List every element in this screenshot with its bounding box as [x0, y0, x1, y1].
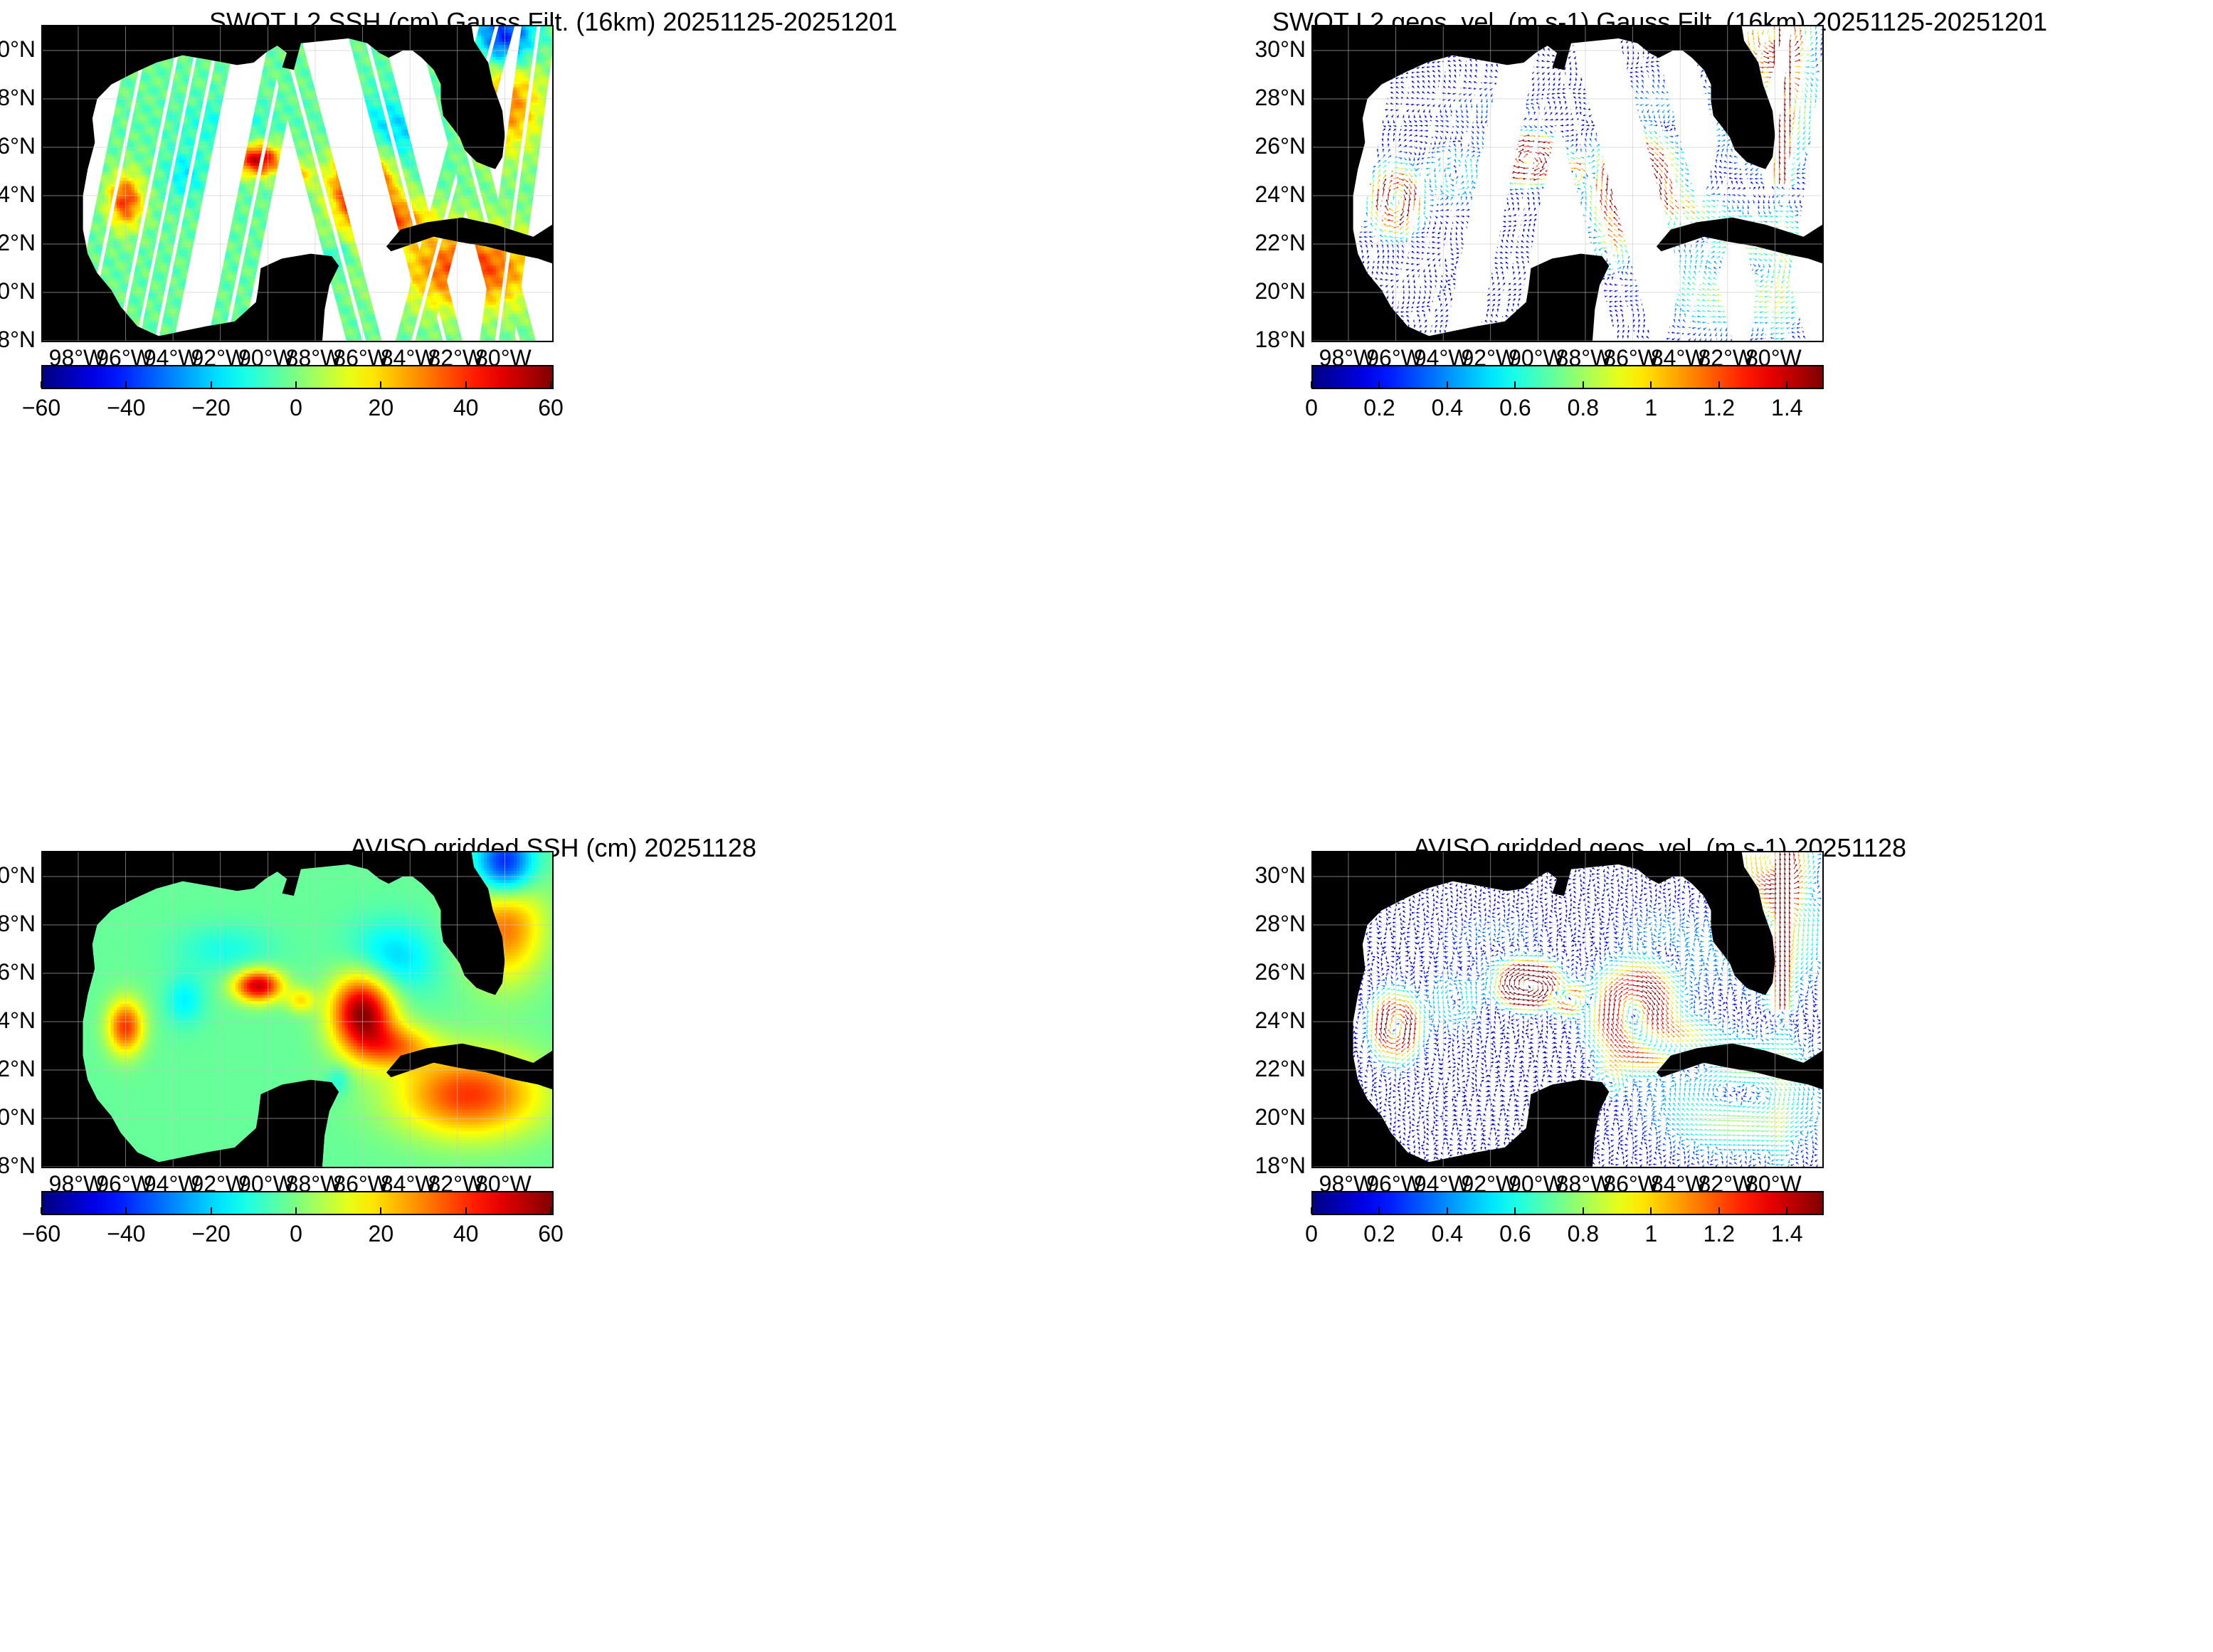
lat-tick-label: 24°N [1235, 1009, 1306, 1032]
colorbar-tick [1378, 1207, 1380, 1214]
lat-tick-label: 20°N [1235, 280, 1306, 302]
lat-tick-label: 22°N [0, 231, 36, 254]
colorbar-tick-label: 60 [508, 395, 593, 421]
colorbar-tick-label: 1.4 [1744, 1221, 1829, 1247]
colorbar-tick-label: −40 [83, 395, 169, 421]
colorbar-tick [465, 1207, 467, 1214]
colorbar-tick-label: −40 [83, 1221, 169, 1247]
colorbar-tick [550, 381, 551, 388]
lon-tick-label: 80°W [460, 1171, 546, 1197]
lat-tick-label: 30°N [0, 38, 36, 60]
colorbar-tick [41, 1207, 42, 1214]
colorbar-tick [1378, 381, 1380, 388]
map-aviso-ssh [41, 851, 554, 1168]
panel-aviso-ssh: AVISO gridded SSH (cm) 20251128 30°N28°N… [0, 826, 1106, 1652]
colorbar-tick [550, 1207, 551, 1214]
colorbar-tick [41, 381, 42, 388]
lat-tick-label: 28°N [0, 912, 36, 935]
colorbar-tick [465, 381, 467, 388]
lon-tick-label: 80°W [1731, 345, 1816, 371]
colorbar-tick [1786, 1207, 1787, 1214]
colorbar-tick-label: 20 [338, 395, 423, 421]
lat-tick-label: 20°N [0, 280, 36, 302]
colorbar-tick-label: −20 [169, 1221, 254, 1247]
lat-tick-label: 26°N [0, 960, 36, 983]
lat-tick-label: 18°N [0, 1154, 36, 1177]
lat-tick-label: 22°N [1235, 1057, 1306, 1080]
colorbar-tick [1447, 381, 1448, 388]
map-swot-ssh [41, 25, 554, 342]
lat-tick-label: 24°N [0, 1009, 36, 1032]
colorbar-tick-label: −60 [0, 395, 84, 421]
colorbar-tick [211, 1207, 212, 1214]
colorbar-tick [1311, 1207, 1312, 1214]
colorbar-tick [1447, 1207, 1448, 1214]
colorbar-tick [1650, 381, 1652, 388]
colorbar-tick-label: 60 [508, 1221, 593, 1247]
panel-aviso-vel: AVISO gridded geos. vel. (m s-1) 2025112… [1106, 826, 2213, 1652]
colorbar-tick [1311, 381, 1312, 388]
colorbar-tick-label: −60 [0, 1221, 84, 1247]
lat-tick-label: 28°N [1235, 86, 1306, 109]
colorbar-tick [125, 381, 127, 388]
colorbar-tick-label: 0 [253, 1221, 339, 1247]
colorbar-tick [1718, 381, 1720, 388]
colorbar-tick-label: 20 [338, 1221, 423, 1247]
panel-swot-vel: SWOT L2 geos. vel. (m s-1) Gauss Filt. (… [1106, 0, 2213, 826]
lat-tick-label: 26°N [1235, 134, 1306, 157]
lon-tick-label: 80°W [1731, 1171, 1816, 1197]
lat-tick-label: 24°N [1235, 183, 1306, 206]
lat-tick-label: 30°N [0, 864, 36, 886]
lat-tick-label: 22°N [0, 1057, 36, 1080]
colorbar-tick [125, 1207, 127, 1214]
colorbar-tick-label: 0 [253, 395, 339, 421]
colorbar-tick [380, 1207, 381, 1214]
colorbar-tick [1786, 381, 1787, 388]
lat-tick-label: 18°N [0, 328, 36, 351]
lat-tick-label: 30°N [1235, 864, 1306, 886]
colorbar-tick [211, 381, 212, 388]
colorbar-tick [1583, 1207, 1584, 1214]
lat-tick-label: 30°N [1235, 38, 1306, 60]
lat-tick-label: 18°N [1235, 328, 1306, 351]
lat-tick-label: 20°N [0, 1106, 36, 1128]
lat-tick-label: 28°N [0, 86, 36, 109]
colorbar-tick [380, 381, 381, 388]
colorbar-tick [295, 1207, 297, 1214]
colorbar-tick-label: 1.4 [1744, 395, 1829, 421]
colorbar-tick-label: 40 [423, 1221, 509, 1247]
lon-tick-label: 80°W [460, 345, 546, 371]
lat-tick-label: 18°N [1235, 1154, 1306, 1177]
lat-tick-label: 22°N [1235, 231, 1306, 254]
map-aviso-vel [1311, 851, 1824, 1168]
lat-tick-label: 26°N [1235, 960, 1306, 983]
colorbar-tick [1514, 381, 1516, 388]
lat-tick-label: 28°N [1235, 912, 1306, 935]
colorbar-tick [1650, 1207, 1652, 1214]
colorbar-tick [1514, 1207, 1516, 1214]
lat-tick-label: 24°N [0, 183, 36, 206]
colorbar-tick-label: 40 [423, 395, 509, 421]
colorbar-tick [1583, 381, 1584, 388]
lat-tick-label: 26°N [0, 134, 36, 157]
colorbar-tick-label: −20 [169, 395, 254, 421]
map-swot-vel [1311, 25, 1824, 342]
panel-swot-ssh: SWOT L2 SSH (cm) Gauss Filt. (16km) 2025… [0, 0, 1106, 826]
lat-tick-label: 20°N [1235, 1106, 1306, 1128]
colorbar-tick [295, 381, 297, 388]
colorbar-tick [1718, 1207, 1720, 1214]
